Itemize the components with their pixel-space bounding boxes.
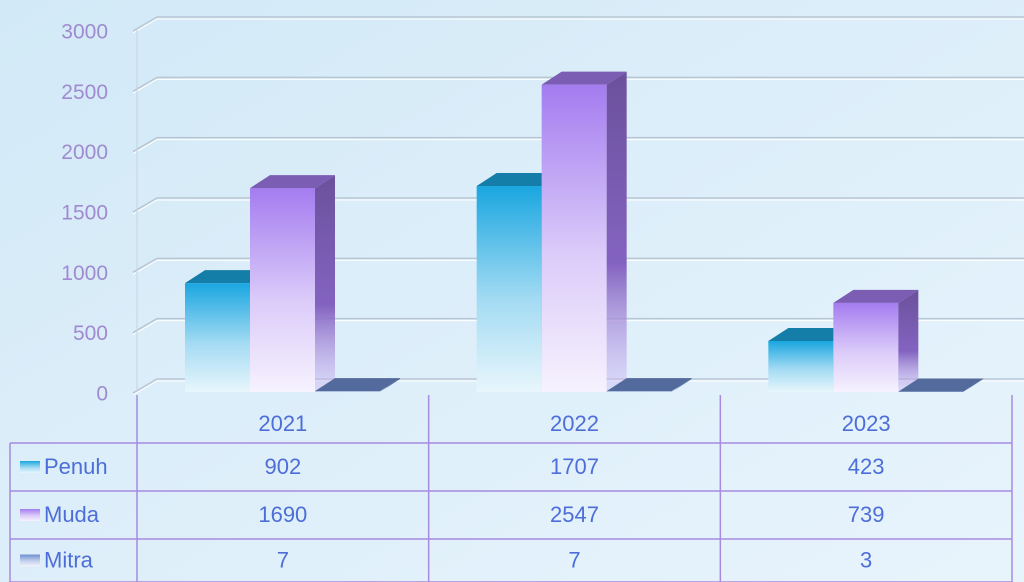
bar-top [833, 289, 919, 303]
bar-front [768, 340, 834, 392]
bar-side [315, 175, 335, 392]
grid-line [132, 197, 1024, 213]
table-value: 7 [568, 547, 580, 572]
table-value: 423 [848, 454, 885, 479]
grid-line-highlight [132, 199, 1024, 215]
legend-label: Penuh [44, 454, 108, 479]
grid-line [132, 317, 1024, 334]
table-value: 902 [264, 454, 301, 479]
legend-key [20, 461, 40, 473]
table-value: 1707 [550, 454, 599, 479]
bar-front [250, 188, 315, 392]
bar-top [898, 378, 984, 392]
table-value: 739 [848, 502, 885, 527]
grid-line [132, 136, 1024, 153]
grid-line-highlight [132, 18, 1024, 34]
bar-side [380, 378, 400, 392]
grid-line-highlight [132, 380, 1024, 396]
bar-top [315, 378, 400, 392]
bar-side [606, 71, 627, 393]
table-value: 2547 [550, 502, 599, 527]
grid-line-highlight [132, 139, 1024, 155]
bar-top [541, 71, 627, 85]
bar-front [833, 302, 899, 392]
y-tick-label: 3000 [61, 21, 108, 44]
y-tick-label: 1500 [61, 202, 108, 225]
bar-top [185, 270, 270, 284]
y-tick-label: 2000 [61, 141, 108, 164]
table-header: 2021 [258, 411, 307, 436]
legend-label: Muda [44, 502, 100, 527]
grid-line [132, 378, 1024, 394]
grid-line [132, 76, 1024, 92]
bar-top [768, 327, 854, 341]
table-header: 2023 [842, 411, 891, 436]
y-tick-label: 1000 [61, 262, 108, 285]
y-tick-label: 2500 [61, 81, 108, 104]
bar-top [476, 173, 562, 187]
bar-side [963, 378, 984, 392]
bar-front [606, 391, 672, 392]
legend-key [20, 509, 40, 521]
table-header: 2022 [550, 411, 599, 436]
table-value: 7 [277, 547, 289, 572]
bar-top [250, 175, 335, 189]
grid-line-highlight [132, 320, 1024, 336]
grid-line [132, 16, 1024, 32]
legend-key [20, 554, 40, 567]
table-value: 1690 [258, 502, 307, 527]
bar-front [315, 391, 380, 392]
table-value: 3 [860, 547, 872, 572]
grid-line [132, 257, 1024, 273]
grid-line-highlight [132, 78, 1024, 94]
legend-label: Mitra [44, 547, 94, 572]
y-tick-label: 500 [73, 322, 108, 345]
bar-front [185, 283, 250, 392]
bar-side [898, 289, 919, 392]
bar-top [606, 378, 692, 392]
y-tick-label: 0 [96, 383, 108, 406]
grid-line-highlight [132, 259, 1024, 275]
bar-front [541, 84, 607, 393]
bar-front [476, 186, 542, 392]
bar-side [671, 378, 692, 392]
